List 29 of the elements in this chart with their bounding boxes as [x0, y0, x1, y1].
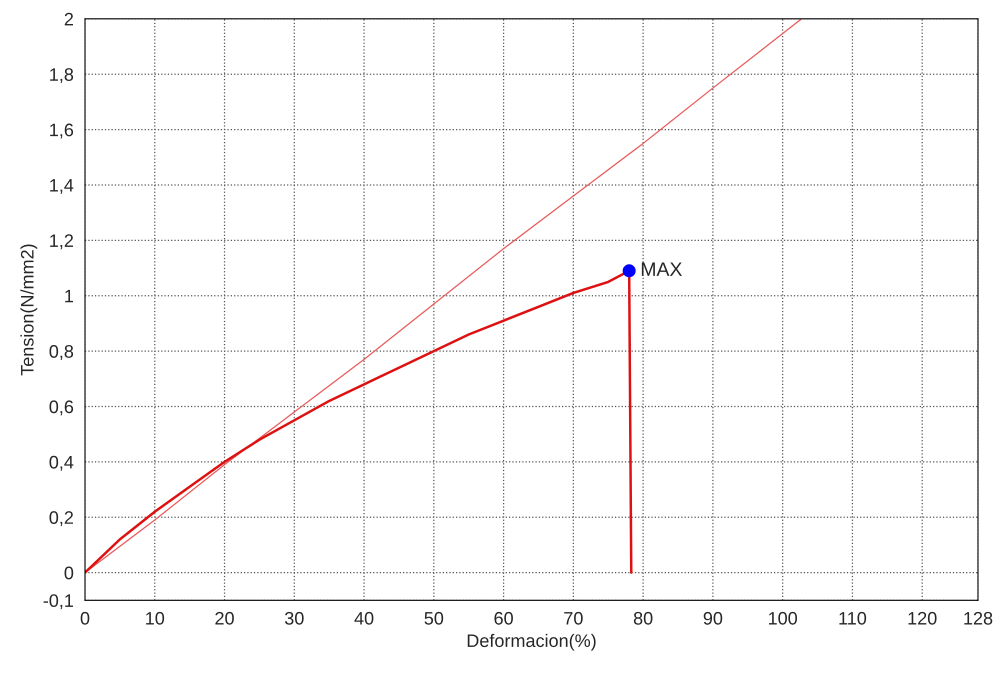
y-tick-label: 0,4: [49, 456, 74, 471]
x-tick-label: 100: [768, 612, 798, 625]
y-tick-label: 0,2: [49, 511, 73, 526]
y-tick-label: 0,8: [49, 345, 74, 360]
x-tick-label: 110: [839, 612, 866, 625]
y-tick-label: 1: [65, 290, 74, 302]
y-tick-label: 1,4: [50, 179, 74, 194]
x-tick-label: 0: [80, 612, 90, 625]
x-tick-label: 128: [964, 612, 992, 625]
x-tick-label: 80: [634, 612, 652, 625]
y-tick-label: 1,8: [50, 68, 74, 84]
x-tick-label: 50: [424, 612, 444, 625]
annotation: MAX: [642, 262, 682, 276]
y-tick-label: 1,6: [50, 124, 74, 138]
x-tick-label: 90: [704, 612, 722, 625]
y-tick-label: 1,2: [50, 234, 73, 250]
x-tick-label: 20: [215, 612, 234, 625]
y-axis-title: Tension(N/mm2): [20, 244, 38, 376]
x-tick-label: 120: [908, 612, 937, 625]
x-tick-label: 70: [564, 612, 583, 625]
x-tick-label: 30: [284, 612, 304, 625]
y-tick-label: 2: [64, 12, 73, 26]
x-tick-label: 40: [354, 612, 374, 625]
x-tick-label: 60: [494, 612, 513, 625]
x-tick-label: 10: [146, 612, 164, 625]
y-tick-label: 0: [64, 566, 74, 580]
y-tick-label: -0,1: [44, 594, 74, 610]
y-tick-label: 0,6: [49, 400, 74, 416]
x-axis-title: Deformacion(%): [468, 634, 596, 651]
